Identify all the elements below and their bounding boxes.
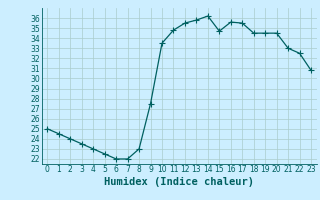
X-axis label: Humidex (Indice chaleur): Humidex (Indice chaleur) bbox=[104, 177, 254, 187]
